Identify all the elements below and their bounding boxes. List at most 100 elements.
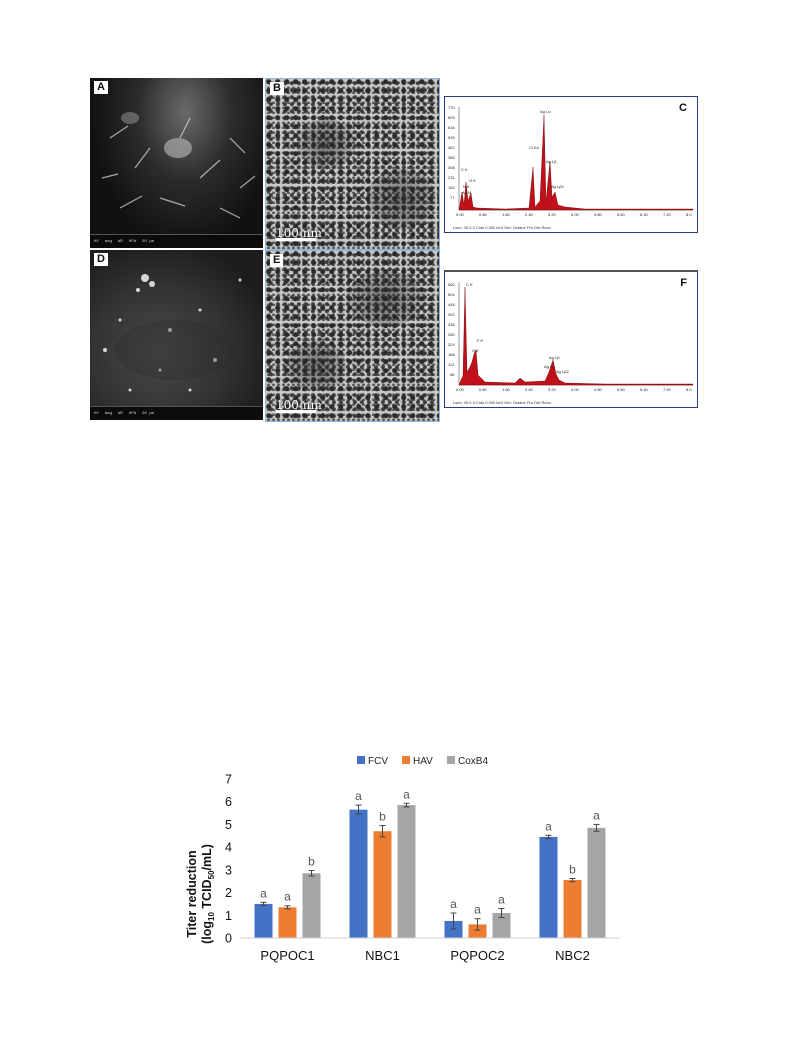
panel-f-edx-spectrum: 560 504 448 392 336 280 224 168 112 56 0.00 0.8… [444, 270, 698, 408]
svg-text:5.60: 5.60 [617, 212, 626, 217]
scale-bar-line [276, 238, 316, 241]
bar-hav [563, 880, 582, 938]
y-axis-label-part: (log [200, 921, 214, 944]
legend-label-fcv: FCV [368, 756, 388, 767]
bar-hav [373, 831, 392, 938]
panel-b-tem-image: B 100 nm [265, 78, 440, 250]
panel-d-sem-image: D HV mag WD HFW 20 μm [90, 250, 263, 420]
significance-letter: a [355, 789, 362, 803]
svg-text:168: 168 [448, 352, 455, 357]
x-axis: PQPOC1 NBC1 PQPOC2 NBC2 [240, 937, 620, 963]
y-tick-label: 6 [225, 795, 232, 809]
bar-coxb4 [302, 873, 321, 938]
svg-text:8.0: 8.0 [686, 387, 692, 392]
scale-bar-line [276, 410, 316, 413]
edx-spectrum-plot: 770 693 616 539 462 385 308 231 154 77 0.00 0.8… [448, 105, 694, 217]
svg-text:0.80: 0.80 [479, 387, 488, 392]
svg-text:462: 462 [448, 145, 455, 150]
svg-text:693: 693 [448, 115, 455, 120]
svg-text:154: 154 [448, 185, 455, 190]
svg-text:77: 77 [450, 195, 455, 200]
svg-text:770: 770 [448, 105, 455, 110]
svg-text:56: 56 [450, 372, 455, 377]
legend-label-hav: HAV [413, 756, 433, 767]
sem-texture [103, 274, 242, 392]
svg-text:6.40: 6.40 [640, 212, 649, 217]
svg-text:539: 539 [448, 135, 455, 140]
y-axis-label-units: (log10 TCID50/mL) [200, 844, 216, 944]
svg-text:Ag La: Ag La [544, 364, 555, 369]
y-axis-label-part: 10 [207, 912, 216, 921]
svg-text:C K: C K [461, 167, 468, 172]
significance-letter: b [308, 855, 315, 869]
edx-y-ticks: 770 693 616 539 462 385 308 231 154 77 [448, 105, 455, 200]
svg-text:F K: F K [477, 338, 484, 343]
x-category-label: PQPOC2 [450, 948, 504, 963]
chart-legend: FCV HAV CoxB4 [357, 756, 488, 767]
panel-letter: C [679, 102, 687, 114]
svg-text:3.20: 3.20 [548, 387, 557, 392]
legend-swatch-hav [402, 756, 410, 764]
significance-letter: a [284, 890, 291, 904]
panel-letter: B [270, 82, 284, 95]
svg-text:Au M: Au M [462, 190, 471, 195]
svg-text:4.00: 4.00 [571, 212, 580, 217]
y-axis-label: Titer reduction [185, 850, 199, 937]
bar-coxb4 [397, 805, 416, 938]
y-axis-label-part: 50 [207, 870, 216, 879]
bar-fcv [539, 836, 558, 938]
svg-text:7.20: 7.20 [663, 212, 672, 217]
svg-text:0.80: 0.80 [479, 212, 488, 217]
sem-info-bar: HV mag WD HFW 20 μm [90, 234, 263, 248]
significance-letter: a [498, 892, 505, 906]
svg-text:504: 504 [448, 292, 455, 297]
y-tick-label: 4 [225, 841, 232, 855]
bar-series: a a b a b a a a a a b a [254, 787, 606, 938]
svg-text:Ag Lβ2: Ag Lβ2 [551, 184, 565, 189]
significance-letter: b [379, 810, 386, 824]
bar-fcv [349, 809, 368, 938]
svg-text:C K: C K [466, 282, 473, 287]
tem-dark-region [346, 271, 426, 326]
x-category-label: NBC1 [365, 948, 400, 963]
significance-letter: a [474, 903, 481, 917]
svg-text:112: 112 [448, 362, 455, 367]
edx-peak-labels: C K N KAu M O K Cl Ka Ag Lα Ag Lβ Ag Lβ2 [461, 109, 565, 195]
edx-spectrum-fill [458, 114, 694, 211]
svg-text:4.80: 4.80 [594, 212, 603, 217]
bar-fcv [444, 920, 463, 938]
svg-text:Ag Lβ: Ag Lβ [549, 355, 560, 360]
tem-dark-region [366, 169, 436, 229]
scale-bar-label: 100 nm [276, 226, 322, 240]
svg-text:N K: N K [463, 184, 470, 189]
svg-text:5.60: 5.60 [617, 387, 626, 392]
svg-text:Ag Lβ2: Ag Lβ2 [556, 369, 570, 374]
bar-hav [468, 924, 487, 938]
svg-text:280: 280 [448, 332, 455, 337]
panel-a-sem-image: A HV mag WD HFW 20 μm [90, 78, 263, 248]
tem-dark-region [286, 341, 346, 391]
panel-letter: F [680, 277, 687, 289]
svg-text:308: 308 [448, 165, 455, 170]
svg-text:392: 392 [448, 312, 455, 317]
significance-letter: a [450, 897, 457, 911]
scale-bar: 100 nm [276, 226, 322, 241]
panel-c-edx-spectrum: 770 693 616 539 462 385 308 231 154 77 0.00 0.8… [444, 96, 698, 233]
y-tick-label: 2 [225, 886, 232, 900]
edx-footer: Lsec: 30.0 0 Cnts 0.000 keV Det: Octane … [453, 400, 551, 405]
svg-text:616: 616 [448, 125, 455, 130]
significance-letter: a [403, 787, 410, 801]
titer-reduction-bar-chart: FCV HAV CoxB4 0 1 2 3 4 5 6 7 a a b a b a a a a a b a PQPOC1… [185, 756, 620, 963]
svg-text:3.20: 3.20 [548, 212, 557, 217]
svg-text:336: 336 [448, 322, 455, 327]
bar-hav [278, 907, 297, 938]
svg-text:Cl Ka: Cl Ka [529, 145, 540, 150]
scale-bar: 100 nm [276, 398, 322, 413]
legend-swatch-fcv [357, 756, 365, 764]
svg-text:224: 224 [448, 342, 455, 347]
edx-spectrum-plot: 560 504 448 392 336 280 224 168 112 56 0.00 0.8… [448, 282, 694, 392]
y-axis-label-part: /mL) [200, 844, 214, 870]
y-tick-label: 3 [225, 863, 232, 877]
edx-y-ticks: 560 504 448 392 336 280 224 168 112 56 [448, 282, 455, 377]
